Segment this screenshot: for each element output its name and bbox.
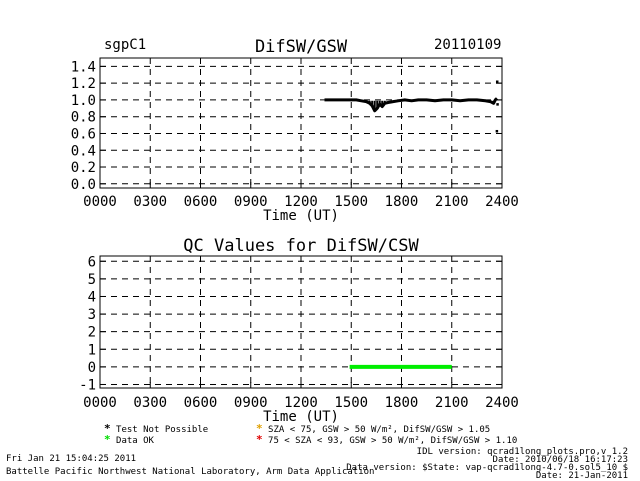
y-tick-label: -1 — [79, 377, 96, 393]
legend-label: Test Not Possible — [116, 425, 209, 435]
idl-version: IDL version: qcrad1long_plots.pro,v 1.2 — [416, 447, 628, 457]
x-tick-label: 1500 — [334, 395, 368, 411]
x-tick-label: 0000 — [83, 194, 117, 210]
outlier-point — [496, 103, 499, 106]
legend-item-sza-93: * 75 < SZA < 93, GSW > 50 W/m², DifSW/GS… — [256, 433, 518, 446]
y-tick-label: 1.2 — [71, 76, 96, 92]
outlier-point — [495, 80, 499, 83]
legend-symbol: * — [256, 433, 263, 446]
y-tick-label: 1.4 — [71, 59, 96, 75]
chart-title: DifSW/GSW — [255, 37, 348, 57]
x-tick-label: 2100 — [435, 395, 469, 411]
lab-credit: Battelle Pacific Northwest National Labo… — [6, 467, 375, 477]
x-tick-label: 0900 — [234, 194, 268, 210]
outlier-point — [495, 129, 499, 133]
legend-symbol: * — [104, 422, 111, 435]
y-tick-label: 6 — [88, 254, 96, 270]
x-tick-label: 1200 — [284, 194, 318, 210]
legend-symbol: * — [256, 422, 263, 435]
x-tick-label: 2100 — [435, 194, 469, 210]
legend-label: 75 < SZA < 93, GSW > 50 W/m², DifSW/GSW … — [268, 436, 518, 446]
date-label: 20110109 — [434, 37, 502, 53]
x-tick-label: 2400 — [485, 194, 519, 210]
x-tick-label: 0300 — [133, 194, 167, 210]
x-tick-label: 0600 — [184, 194, 218, 210]
x-tick-label: 1800 — [385, 194, 419, 210]
y-tick-label: 3 — [88, 307, 96, 323]
legend-label: Data OK — [116, 436, 154, 446]
legend-item-data-ok: * Data OK — [104, 433, 154, 446]
y-tick-label: 0.4 — [71, 143, 96, 159]
site-label: sgpC1 — [104, 37, 147, 53]
x-tick-label: 1800 — [385, 395, 419, 411]
legend-item-sza-75: * SZA < 75, GSW > 50 W/m², DifSW/GSW > 1… — [256, 422, 491, 435]
x-tick-label: 0000 — [83, 395, 117, 411]
chart-title: QC Values for DifSW/CSW — [183, 236, 419, 256]
x-tick-label: 0600 — [184, 395, 218, 411]
y-tick-label: 0 — [88, 360, 96, 376]
x-axis-label: Time (UT) — [263, 208, 339, 224]
x-tick-label: 2400 — [485, 395, 519, 411]
y-tick-label: 2 — [88, 325, 96, 341]
x-tick-label: 0300 — [133, 395, 167, 411]
y-tick-label: 1.0 — [71, 93, 96, 109]
y-tick-label: 0.6 — [71, 126, 96, 142]
legend-item-test-not-possible: * Test Not Possible — [104, 422, 209, 435]
legend-label: SZA < 75, GSW > 50 W/m², DifSW/GSW > 1.0… — [268, 425, 491, 435]
x-axis-label: Time (UT) — [263, 409, 339, 425]
legend-symbol: * — [104, 433, 111, 446]
y-tick-label: 4 — [88, 289, 96, 305]
data-date: Date: 21-Jan-2011 — [535, 471, 628, 481]
x-tick-label: 1200 — [284, 395, 318, 411]
y-tick-label: 0.8 — [71, 110, 96, 126]
y-tick-label: 0.0 — [71, 177, 96, 193]
y-tick-label: 0.2 — [71, 160, 96, 176]
series-line — [324, 97, 499, 113]
run-timestamp: Fri Jan 21 15:04:25 2011 — [6, 454, 137, 464]
x-tick-label: 1500 — [334, 194, 368, 210]
data-version: Data version: $State: vap-qcrad1long-4.7… — [346, 463, 628, 473]
y-tick-label: 1 — [88, 342, 96, 358]
y-tick-label: 5 — [88, 272, 96, 288]
idl-date: Date: 2010/06/18 16:17:23 — [492, 455, 628, 465]
x-tick-label: 0900 — [234, 395, 268, 411]
